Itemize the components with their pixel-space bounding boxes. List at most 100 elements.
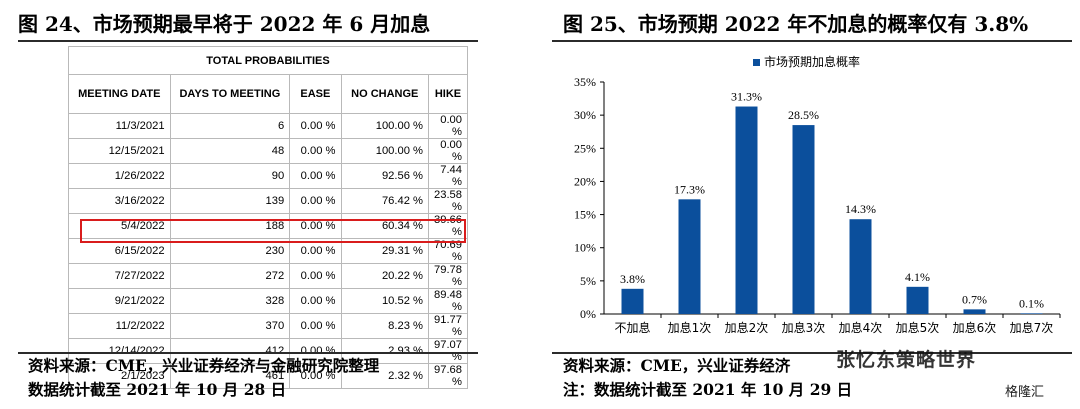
bar-data-label: 3.8% bbox=[620, 272, 645, 286]
table-cell: 0.00 % bbox=[289, 338, 342, 364]
bar bbox=[849, 219, 872, 314]
table-row: 7/27/2022 272 0.00 % 20.22 % 79.78 % bbox=[68, 263, 468, 289]
column-header: NO CHANGE bbox=[340, 74, 430, 114]
column-header: DAYS TO MEETING bbox=[169, 74, 291, 114]
table-cell: 39.66 % bbox=[428, 213, 468, 239]
table-cell: 7/27/2022 bbox=[68, 263, 171, 289]
y-tick-label: 25% bbox=[574, 141, 596, 155]
table-cell: 5/4/2022 bbox=[68, 213, 171, 239]
table-row: 11/2/2022 370 0.00 % 8.23 % 91.77 % bbox=[68, 313, 468, 339]
table-row: 12/14/2022 412 0.00 % 2.93 % 97.07 % bbox=[68, 338, 468, 364]
table-cell: 91.77 % bbox=[428, 313, 468, 339]
y-tick-label: 15% bbox=[574, 208, 596, 222]
table-cell: 461 bbox=[169, 363, 291, 389]
x-tick-label: 加息2次 bbox=[725, 320, 769, 335]
table-cell: 97.68 % bbox=[428, 363, 468, 389]
table-cell: 20.22 % bbox=[340, 263, 430, 289]
table-row: 5/4/2022 188 0.00 % 60.34 % 39.66 % bbox=[68, 213, 468, 239]
left-title-rule bbox=[18, 40, 478, 42]
bar bbox=[963, 309, 986, 314]
table-cell: 188 bbox=[169, 213, 291, 239]
table-cell: 97.07 % bbox=[428, 338, 468, 364]
table-cell: 23.58 % bbox=[428, 188, 468, 214]
table-cell: 48 bbox=[169, 138, 291, 164]
probability-table: TOTAL PROBABILITIES MEETING DATE DAYS TO … bbox=[68, 46, 468, 389]
table-cell: 0.00 % bbox=[289, 163, 342, 189]
bar bbox=[621, 288, 644, 314]
column-header: MEETING DATE bbox=[68, 74, 171, 114]
table-cell: 412 bbox=[169, 338, 291, 364]
table-cell: 139 bbox=[169, 188, 291, 214]
right-figure-title: 图 25、市场预期 2022 年不加息的概率仅有 3.8% bbox=[563, 12, 1029, 36]
x-tick-label: 加息1次 bbox=[668, 320, 712, 335]
column-header: EASE bbox=[289, 74, 342, 114]
table-cell: 12/15/2021 bbox=[68, 138, 171, 164]
bar bbox=[792, 125, 815, 314]
table-row: 3/16/2022 139 0.00 % 76.42 % 23.58 % bbox=[68, 188, 468, 214]
bar-data-label: 14.3% bbox=[845, 202, 876, 216]
table-cell: 370 bbox=[169, 313, 291, 339]
table-row: 12/15/2021 48 0.00 % 100.00 % 0.00 % bbox=[68, 138, 468, 164]
bar bbox=[1020, 313, 1043, 314]
table-cell: 10.52 % bbox=[340, 288, 430, 314]
table-cell: 79.78 % bbox=[428, 263, 468, 289]
x-tick-label: 不加息 bbox=[614, 320, 650, 335]
right-source: 资料来源：CME，兴业证券经济 bbox=[563, 356, 791, 375]
bar-data-label: 0.1% bbox=[1019, 296, 1044, 310]
table-cell: 2.93 % bbox=[340, 338, 430, 364]
y-tick-label: 30% bbox=[574, 108, 596, 122]
table-cell: 0.00 % bbox=[289, 188, 342, 214]
right-source-rule bbox=[552, 352, 1072, 354]
column-header: HIKE bbox=[428, 74, 468, 114]
table-cell: 2/1/2023 bbox=[68, 363, 171, 389]
table-cell: 328 bbox=[169, 288, 291, 314]
table-cell: 0.00 % bbox=[289, 313, 342, 339]
table-cell: 0.00 % bbox=[289, 263, 342, 289]
table-cell: 0.00 % bbox=[289, 288, 342, 314]
bar-data-label: 0.7% bbox=[962, 292, 987, 306]
bar bbox=[678, 199, 701, 314]
bar bbox=[906, 286, 929, 314]
right-data-note: 注：数据统计截至 2021 年 10 月 29 日 bbox=[563, 380, 853, 399]
left-source-rule bbox=[18, 352, 478, 354]
table-row: 9/21/2022 328 0.00 % 10.52 % 89.48 % bbox=[68, 288, 468, 314]
table-cell: 7.44 % bbox=[428, 163, 468, 189]
table-cell: 92.56 % bbox=[340, 163, 430, 189]
table-cell: 100.00 % bbox=[340, 113, 430, 139]
x-tick-label: 加息5次 bbox=[896, 320, 940, 335]
x-tick-label: 加息7次 bbox=[1010, 320, 1054, 335]
table-cell: 3/16/2022 bbox=[68, 188, 171, 214]
highlight-box bbox=[80, 219, 466, 243]
table-cell: 100.00 % bbox=[340, 138, 430, 164]
table-cell: 12/14/2022 bbox=[68, 338, 171, 364]
table-row: 11/3/2021 6 0.00 % 100.00 % 0.00 % bbox=[68, 113, 468, 139]
left-data-note: 数据统计截至 2021 年 10 月 28 日 bbox=[28, 380, 287, 399]
x-tick-label: 加息6次 bbox=[953, 320, 997, 335]
table-top-header: TOTAL PROBABILITIES bbox=[68, 46, 468, 75]
table-cell: 2.32 % bbox=[340, 363, 430, 389]
x-tick-label: 加息4次 bbox=[839, 320, 883, 335]
bar bbox=[735, 106, 758, 314]
rate-hike-bar-chart: 0% 5% 10% 15% 20% 25% 30% 35% 3.8% 不加息 17.3% 加息1次 31… bbox=[574, 54, 1061, 335]
table-cell: 11/3/2021 bbox=[68, 113, 171, 139]
table-cell: 60.34 % bbox=[340, 213, 430, 239]
table-cell: 0.00 % bbox=[428, 113, 468, 139]
table-cell: 0.00 % bbox=[289, 138, 342, 164]
watermark: 张忆东策略世界 bbox=[836, 349, 977, 371]
left-figure-title: 图 24、市场预期最早将于 2022 年 6 月加息 bbox=[18, 12, 431, 36]
bar-data-label: 31.3% bbox=[731, 90, 762, 104]
y-tick-label: 10% bbox=[574, 241, 596, 255]
legend-label: 市场预期加息概率 bbox=[764, 54, 860, 69]
table-cell: 0.00 % bbox=[289, 113, 342, 139]
y-tick-label: 0% bbox=[580, 307, 596, 321]
y-tick-label: 20% bbox=[574, 174, 596, 188]
bar-data-label: 28.5% bbox=[788, 108, 819, 122]
table-cell: 6 bbox=[169, 113, 291, 139]
table-cell: 9/21/2022 bbox=[68, 288, 171, 314]
table-cell: 0.00 % bbox=[289, 363, 342, 389]
bar-data-label: 17.3% bbox=[674, 182, 705, 196]
table-cell: 0.00 % bbox=[428, 138, 468, 164]
legend-swatch bbox=[753, 59, 760, 66]
table-cell: 1/26/2022 bbox=[68, 163, 171, 189]
right-title-rule bbox=[552, 40, 1072, 42]
